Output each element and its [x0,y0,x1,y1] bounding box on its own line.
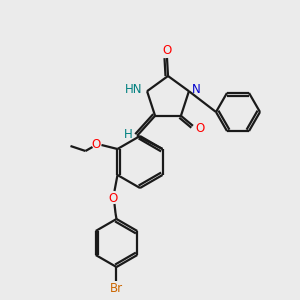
Text: O: O [195,122,205,135]
Text: O: O [109,191,118,205]
Text: H: H [124,128,132,141]
Text: Br: Br [110,283,123,296]
Text: O: O [162,44,172,58]
Text: O: O [92,137,101,151]
Text: N: N [191,83,200,96]
Text: HN: HN [125,83,143,96]
